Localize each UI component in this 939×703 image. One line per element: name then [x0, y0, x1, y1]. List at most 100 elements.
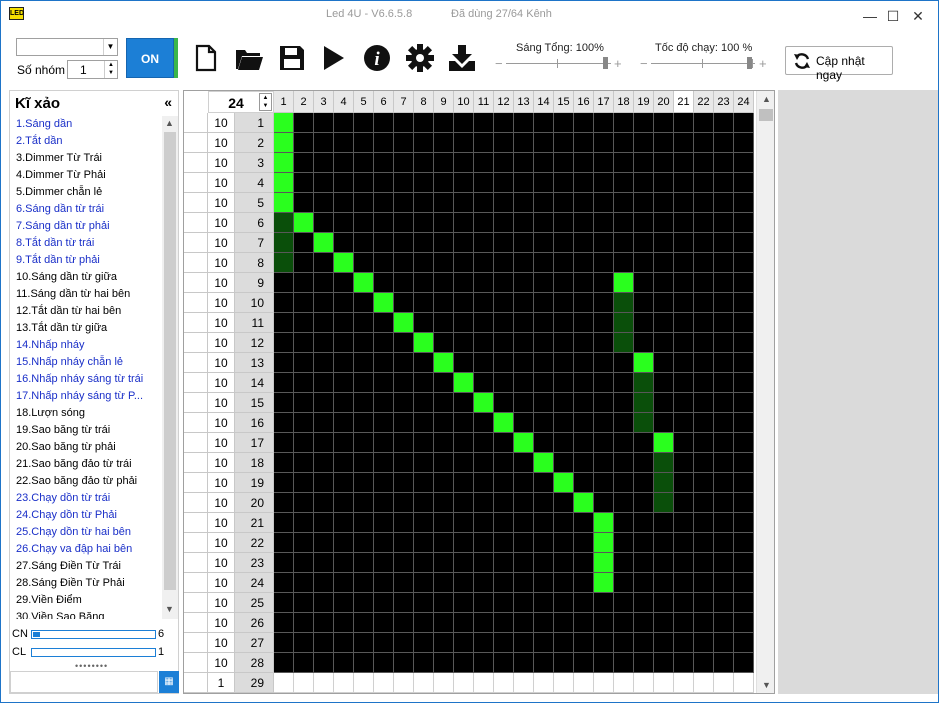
channel-cell[interactable]	[654, 493, 674, 513]
channel-cell[interactable]	[674, 173, 694, 193]
channel-cell[interactable]	[334, 453, 354, 473]
channel-cell[interactable]	[434, 653, 454, 673]
channel-cell[interactable]	[294, 113, 314, 133]
channel-cell[interactable]	[634, 173, 654, 193]
channel-cell[interactable]	[694, 553, 714, 573]
channel-cell[interactable]	[594, 353, 614, 373]
row-duration[interactable]: 10	[208, 273, 235, 293]
channel-cell[interactable]	[574, 573, 594, 593]
channel-cell[interactable]	[714, 653, 734, 673]
channel-cell[interactable]	[394, 433, 414, 453]
channel-cell[interactable]	[494, 253, 514, 273]
effects-list[interactable]: 1.Sáng dần 2.Tắt dần 3.Dimmer Từ Trái 4.Dim…	[10, 116, 162, 619]
channel-cell[interactable]	[434, 413, 454, 433]
channel-cell[interactable]	[734, 453, 754, 473]
channel-cell[interactable]	[554, 653, 574, 673]
channel-cell[interactable]	[514, 313, 534, 333]
group-count-spinner[interactable]: ▲ ▼	[104, 61, 117, 78]
channel-cell[interactable]	[594, 613, 614, 633]
channel-cell[interactable]	[374, 193, 394, 213]
channel-cell[interactable]	[274, 673, 294, 693]
channel-cell[interactable]	[494, 153, 514, 173]
channel-cell[interactable]	[614, 313, 634, 333]
row-duration[interactable]: 10	[208, 453, 235, 473]
channel-cell[interactable]	[714, 213, 734, 233]
channel-cell[interactable]	[314, 393, 334, 413]
channel-cell[interactable]	[634, 353, 654, 373]
channel-cell[interactable]	[654, 533, 674, 553]
channel-cell[interactable]	[514, 673, 534, 693]
channel-cell[interactable]	[334, 373, 354, 393]
effect-item[interactable]: 19.Sao băng từ trái	[16, 424, 111, 436]
channel-cell[interactable]	[334, 673, 354, 693]
channel-cell[interactable]	[634, 133, 654, 153]
channel-cell[interactable]	[514, 613, 534, 633]
channel-cell[interactable]	[674, 253, 694, 273]
row-selector[interactable]	[184, 673, 208, 693]
channel-cell[interactable]	[694, 113, 714, 133]
channel-cell[interactable]	[274, 233, 294, 253]
channel-cell[interactable]	[314, 333, 334, 353]
column-header[interactable]: 6	[374, 91, 394, 113]
channel-cell[interactable]	[594, 633, 614, 653]
channel-cell[interactable]	[434, 113, 454, 133]
effect-item[interactable]: 27.Sáng Điền Từ Trái	[16, 560, 121, 572]
row-selector[interactable]	[184, 513, 208, 533]
channel-cell[interactable]	[514, 453, 534, 473]
column-header[interactable]: 13	[514, 91, 534, 113]
channel-cell[interactable]	[414, 353, 434, 373]
channel-cell[interactable]	[394, 293, 414, 313]
channel-cell[interactable]	[334, 393, 354, 413]
channel-cell[interactable]	[334, 133, 354, 153]
channel-cell[interactable]	[314, 193, 334, 213]
channel-cell[interactable]	[414, 533, 434, 553]
row-selector[interactable]	[184, 113, 208, 133]
channel-cell[interactable]	[494, 353, 514, 373]
channel-cell[interactable]	[394, 473, 414, 493]
channel-cell[interactable]	[494, 173, 514, 193]
row-duration[interactable]: 10	[208, 133, 235, 153]
channel-cell[interactable]	[734, 253, 754, 273]
channel-cell[interactable]	[734, 493, 754, 513]
column-header[interactable]: 5	[354, 91, 374, 113]
channel-cell[interactable]	[554, 253, 574, 273]
channel-cell[interactable]	[674, 293, 694, 313]
channel-cell[interactable]	[694, 333, 714, 353]
channel-cell[interactable]	[474, 553, 494, 573]
channel-cell[interactable]	[274, 173, 294, 193]
channel-cell[interactable]	[534, 293, 554, 313]
channel-cell[interactable]	[634, 253, 654, 273]
channel-cell[interactable]	[434, 293, 454, 313]
channel-cell[interactable]	[574, 433, 594, 453]
channel-cell[interactable]	[394, 133, 414, 153]
effect-item[interactable]: 10.Sáng dần từ giữa	[16, 271, 117, 283]
speed-slider-thumb[interactable]	[747, 57, 752, 69]
channel-cell[interactable]	[494, 413, 514, 433]
channel-cell[interactable]	[534, 113, 554, 133]
channel-cell[interactable]	[274, 253, 294, 273]
channel-cell[interactable]	[494, 313, 514, 333]
channel-cell[interactable]	[474, 653, 494, 673]
channel-cell[interactable]	[534, 173, 554, 193]
channel-cell[interactable]	[374, 273, 394, 293]
channel-cell[interactable]	[654, 653, 674, 673]
channel-cell[interactable]	[574, 673, 594, 693]
effect-item[interactable]: 22.Sao băng đảo từ phải	[16, 475, 138, 487]
column-header[interactable]: 23	[714, 91, 734, 113]
channel-cell[interactable]	[734, 613, 754, 633]
row-duration[interactable]: 10	[208, 533, 235, 553]
channel-cell[interactable]	[454, 113, 474, 133]
channel-cell[interactable]	[674, 433, 694, 453]
channel-cell[interactable]	[474, 633, 494, 653]
effect-item[interactable]: 30.Viền Sao Băng	[16, 611, 105, 619]
channel-cell[interactable]	[694, 613, 714, 633]
channel-cell[interactable]	[634, 513, 654, 533]
channel-cell[interactable]	[514, 173, 534, 193]
channel-cell[interactable]	[334, 233, 354, 253]
channel-cell[interactable]	[454, 533, 474, 553]
channel-cell[interactable]	[414, 113, 434, 133]
channel-cell[interactable]	[514, 513, 534, 533]
channel-cell[interactable]	[334, 653, 354, 673]
channel-cell[interactable]	[434, 433, 454, 453]
effect-item[interactable]: 1.Sáng dần	[16, 118, 73, 130]
